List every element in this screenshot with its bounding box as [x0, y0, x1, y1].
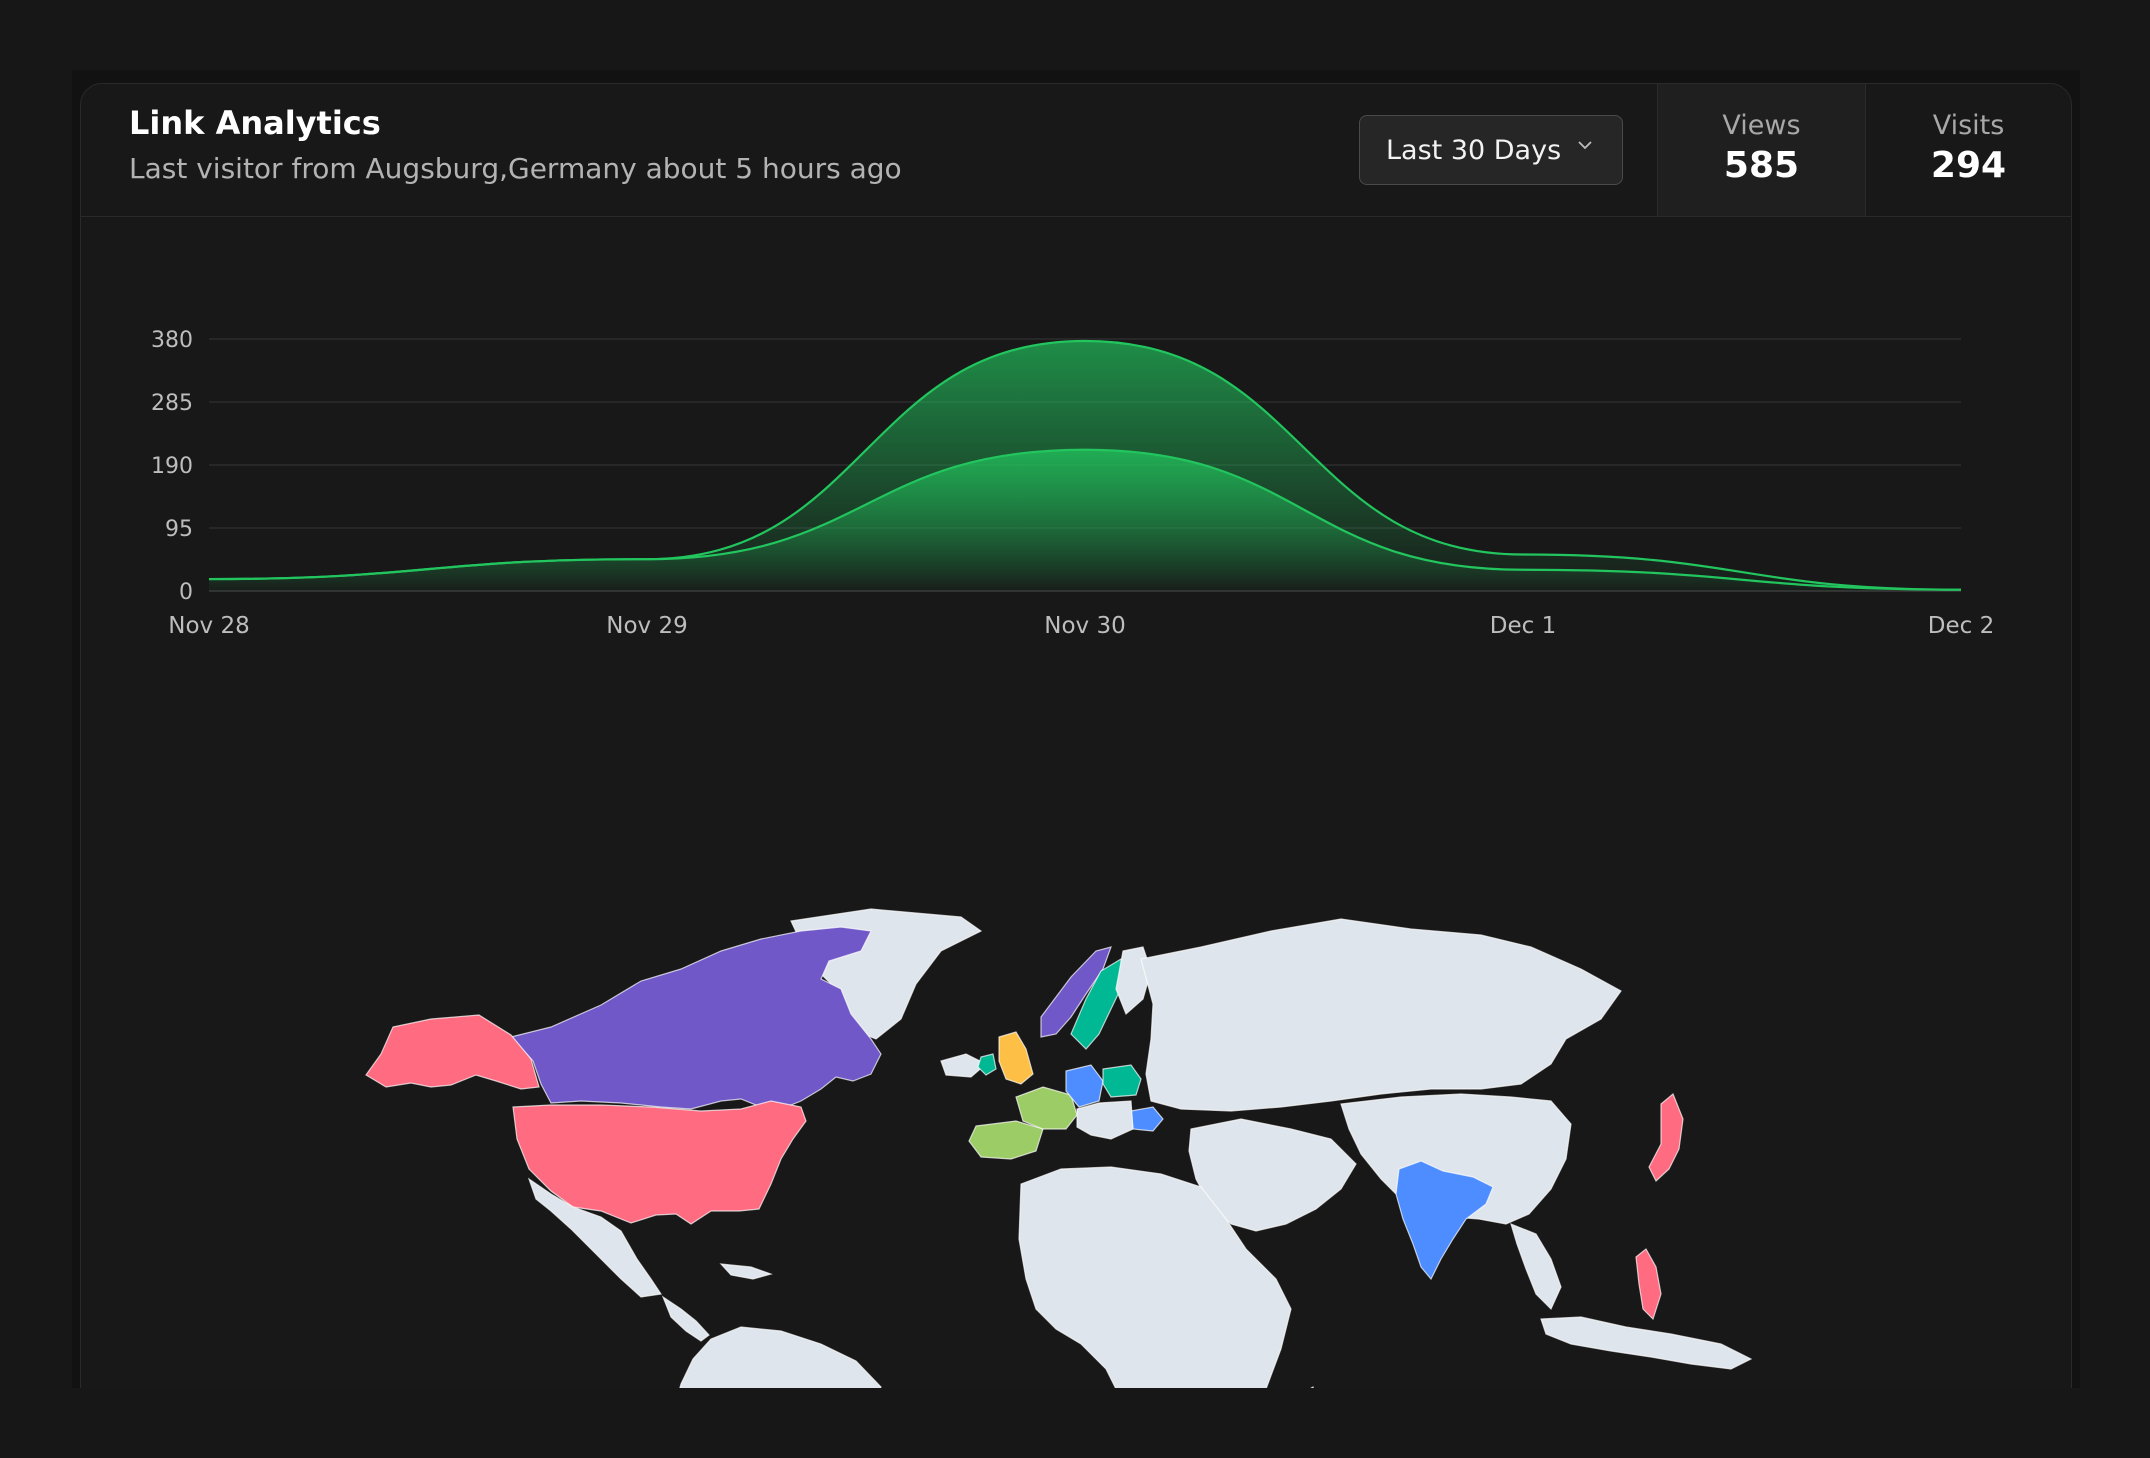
last-visitor-text: Last visitor from Augsburg,Germany about… [129, 152, 902, 185]
japan-shape[interactable] [1648, 1093, 1684, 1182]
world-map [365, 908, 1753, 1388]
y-tick-label: 285 [151, 391, 193, 416]
alaska-shape[interactable] [365, 1014, 540, 1090]
ireland-shape[interactable] [977, 1053, 997, 1076]
norway-shape[interactable] [1040, 946, 1112, 1038]
france-shape[interactable] [1015, 1086, 1078, 1130]
chevron-down-icon [1578, 141, 1592, 150]
mexico-shape[interactable] [527, 1177, 663, 1298]
visits-label: Visits [1932, 110, 2005, 141]
russia-shape[interactable] [1140, 918, 1622, 1112]
europe-rest-shape[interactable] [1076, 1100, 1134, 1140]
africa-shape[interactable] [1018, 1166, 1292, 1388]
link-analytics-card: Link Analytics Last visitor from Augsbur… [80, 83, 2072, 1388]
x-tick-label: Dec 2 [1928, 613, 1994, 639]
madagascar-shape[interactable] [1301, 1386, 1319, 1388]
poland-shape[interactable] [1102, 1064, 1142, 1098]
y-tick-label: 95 [165, 517, 193, 542]
iberia-shape[interactable] [968, 1120, 1044, 1160]
x-tick-label: Nov 29 [606, 613, 687, 639]
finland-shape[interactable] [1115, 946, 1152, 1016]
germany-shape[interactable] [1065, 1064, 1104, 1108]
southeast-asia-shape[interactable] [1510, 1222, 1562, 1311]
x-tick-label: Dec 1 [1490, 613, 1556, 639]
x-tick-label: Nov 30 [1044, 613, 1125, 639]
middle-east-shape[interactable] [1188, 1118, 1357, 1232]
series-area-2 [209, 449, 1961, 591]
iceland-shape[interactable] [940, 1053, 988, 1078]
central-america-shape[interactable] [661, 1295, 710, 1342]
caribbean-shape[interactable] [719, 1263, 774, 1280]
views-visits-area-chart: 0 95 190 285 380 Nov 28 Nov 29 Nov 30 Dec 1 Dec 2 [151, 328, 1994, 639]
date-range-label: Last 30 Days [1386, 134, 1562, 166]
south-america-shape[interactable] [671, 1326, 882, 1388]
visits-value: 294 [1930, 145, 2007, 186]
app-frame: Link Analytics Last visitor from Augsbur… [72, 70, 2080, 1388]
date-range-dropdown[interactable]: Last 30 Days [1359, 115, 1623, 185]
india-shape[interactable] [1395, 1160, 1494, 1281]
page-title: Link Analytics [129, 104, 381, 142]
canada-shape[interactable] [509, 926, 882, 1110]
uk-shape[interactable] [998, 1031, 1034, 1085]
y-tick-label: 0 [179, 580, 193, 605]
philippines-shape[interactable] [1635, 1248, 1662, 1321]
y-tick-label: 190 [151, 454, 193, 479]
views-value: 585 [1723, 145, 1800, 186]
visits-stat: Visits 294 [1865, 84, 2071, 216]
y-tick-label: 380 [151, 328, 193, 353]
card-header: Link Analytics Last visitor from Augsbur… [81, 84, 2071, 217]
indonesia-shape[interactable] [1540, 1316, 1753, 1370]
romania-shape[interactable] [1130, 1106, 1164, 1132]
views-stat: Views 585 [1657, 84, 1865, 216]
views-label: Views [1722, 110, 1801, 141]
x-tick-label: Nov 28 [168, 613, 249, 639]
